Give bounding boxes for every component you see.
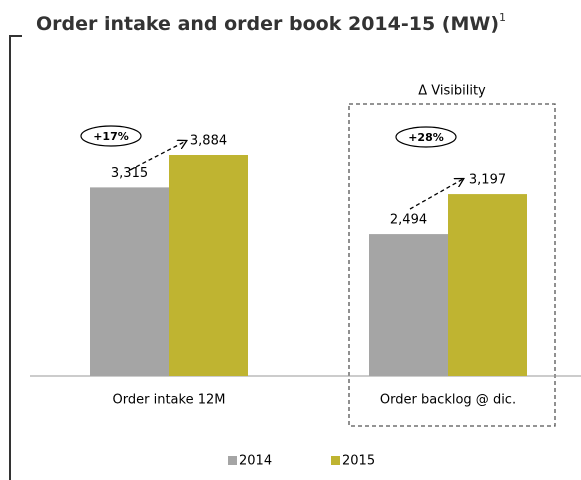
growth-arrow [409, 179, 463, 210]
annotation: Δ Visibility [418, 84, 486, 99]
bar [90, 187, 169, 376]
data-label: 3,315 [111, 166, 148, 181]
annotation: +28% [408, 131, 444, 144]
bar [369, 234, 448, 376]
data-label: 3,884 [190, 134, 227, 149]
bracket [9, 35, 22, 480]
data-label: 3,197 [469, 173, 506, 188]
bar [169, 155, 248, 376]
annotation-bubble [80, 125, 142, 147]
legend-swatch [331, 456, 340, 465]
legend-swatch [228, 456, 237, 465]
growth-arrow [129, 141, 186, 171]
visibility-box [348, 103, 556, 427]
legend-label: 2014 [239, 454, 272, 469]
annotation-bubble [395, 126, 457, 148]
legend-label: 2015 [342, 454, 375, 469]
x-tick-label: Order intake 12M [113, 393, 226, 408]
x-tick-label: Order backlog @ dic. [380, 393, 516, 408]
data-label: 2,494 [390, 213, 427, 228]
annotation: +17% [93, 130, 129, 143]
bar [448, 194, 527, 376]
chart-title: Order intake and order book 2014-15 (MW)… [36, 11, 506, 35]
